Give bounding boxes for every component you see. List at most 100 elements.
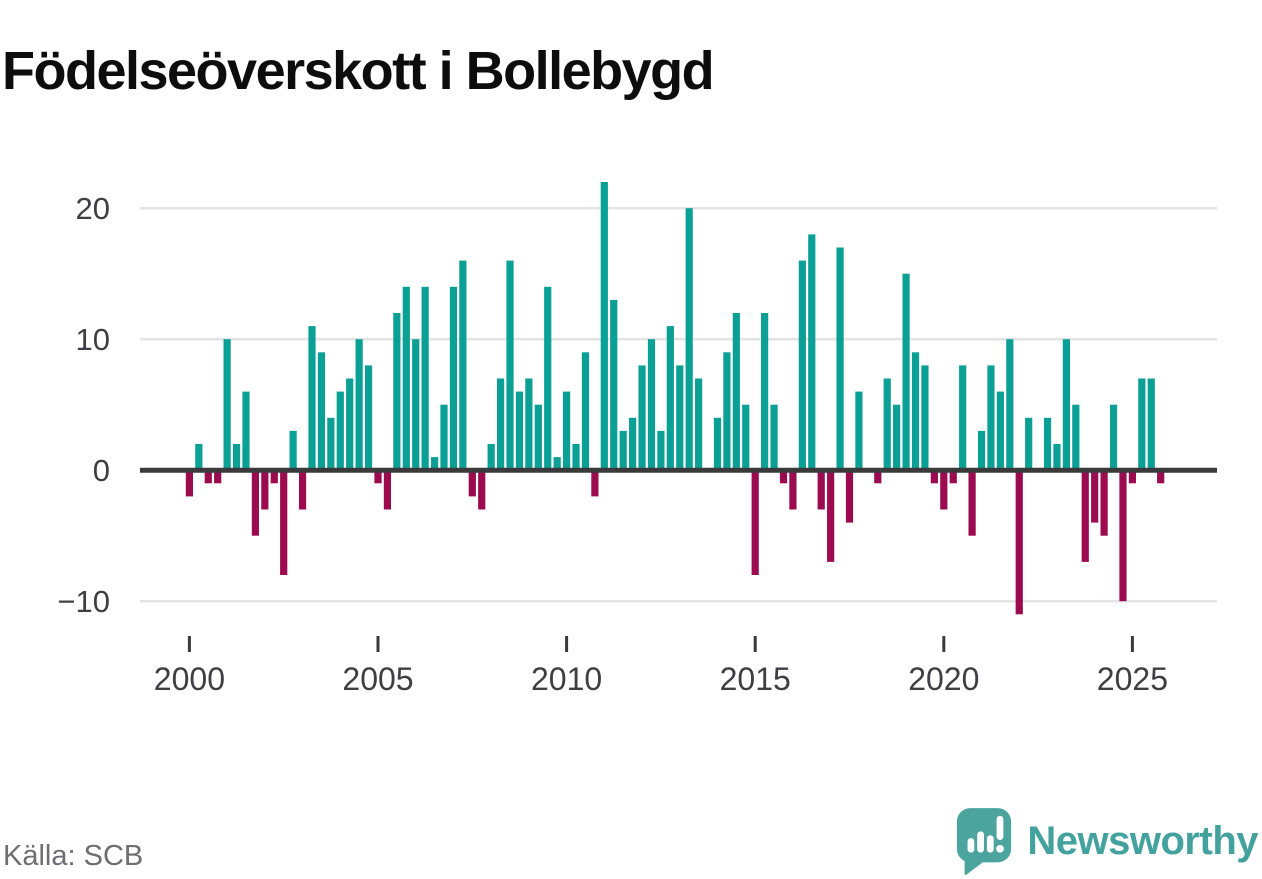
bar xyxy=(289,430,297,471)
bar xyxy=(600,182,608,471)
bar xyxy=(430,457,439,471)
bar xyxy=(232,444,241,471)
bar xyxy=(1081,470,1089,562)
bar xyxy=(761,313,769,471)
bar xyxy=(242,391,250,471)
bar xyxy=(1157,470,1165,484)
bar xyxy=(685,208,693,471)
bar xyxy=(449,286,458,471)
x-tick-label: 2015 xyxy=(720,661,791,697)
y-tick-label: 10 xyxy=(76,322,110,357)
x-tick-label: 2025 xyxy=(1097,661,1168,697)
bar xyxy=(487,444,495,471)
bar xyxy=(1025,417,1033,471)
bar xyxy=(440,404,448,471)
bar xyxy=(1119,470,1127,602)
bar xyxy=(1109,404,1118,471)
bar xyxy=(572,444,580,471)
bar xyxy=(713,417,722,471)
bar xyxy=(770,404,778,471)
bar xyxy=(327,417,335,471)
bar xyxy=(336,391,344,471)
bar xyxy=(412,339,420,471)
y-tick-label: 20 xyxy=(76,191,110,226)
bar xyxy=(591,470,599,497)
bar xyxy=(223,339,231,471)
bar xyxy=(185,470,193,497)
bar xyxy=(949,470,957,484)
bar xyxy=(195,444,203,471)
bar xyxy=(298,470,307,510)
y-tick-label: 0 xyxy=(93,453,110,488)
bar xyxy=(789,470,797,510)
bar xyxy=(827,470,835,562)
bar xyxy=(581,352,590,471)
bar xyxy=(280,470,288,575)
bar xyxy=(515,391,524,471)
bar xyxy=(204,470,212,484)
bar xyxy=(629,417,637,471)
bar xyxy=(930,470,938,484)
bar xyxy=(563,391,571,471)
bar xyxy=(968,470,976,536)
bar xyxy=(987,365,995,471)
bar xyxy=(921,365,929,471)
newsworthy-logo: Newsworthy xyxy=(953,806,1258,876)
bar xyxy=(478,470,486,510)
bar xyxy=(676,365,684,471)
bar xyxy=(1100,470,1108,536)
bar xyxy=(751,470,759,575)
bar xyxy=(402,286,410,471)
bar xyxy=(883,378,891,471)
bar xyxy=(610,299,618,471)
bar xyxy=(619,430,627,471)
y-tick-label: −10 xyxy=(57,584,110,619)
bar xyxy=(732,313,740,471)
bar xyxy=(383,470,392,510)
bar xyxy=(468,470,476,497)
bar xyxy=(855,391,863,471)
x-tick-label: 2000 xyxy=(154,661,225,697)
bar xyxy=(996,391,1004,471)
bar xyxy=(393,313,401,471)
bar xyxy=(666,326,674,471)
bar xyxy=(742,404,750,471)
bar xyxy=(695,378,703,471)
bar xyxy=(808,234,816,471)
bar xyxy=(355,339,363,471)
bar xyxy=(317,352,326,471)
bar xyxy=(496,378,505,471)
speech-bubble-bar-chart-exclamation-icon xyxy=(957,808,1012,875)
bar xyxy=(977,430,986,471)
bar xyxy=(798,260,806,471)
bar xyxy=(534,404,542,471)
bar xyxy=(214,470,222,484)
bar xyxy=(959,365,967,471)
bar xyxy=(1091,470,1099,523)
bar xyxy=(1138,378,1146,471)
chart-title: Födelseöverskott i Bollebygd xyxy=(2,41,715,102)
bar xyxy=(902,273,910,471)
bar xyxy=(1128,470,1136,484)
bar xyxy=(1015,470,1023,615)
bar xyxy=(893,404,901,471)
bar xyxy=(1006,339,1014,471)
bar xyxy=(911,352,920,471)
bar xyxy=(346,378,354,471)
bar xyxy=(364,365,373,471)
source-label: Källa: SCB xyxy=(3,840,144,872)
bar xyxy=(308,326,316,471)
bar xyxy=(723,352,731,471)
x-tick-label: 2020 xyxy=(908,661,979,697)
bar xyxy=(506,260,514,471)
bar xyxy=(779,470,788,484)
x-tick-label: 2005 xyxy=(342,661,413,697)
bar xyxy=(638,365,646,471)
newsworthy-wordmark: Newsworthy xyxy=(1027,818,1258,863)
bar xyxy=(647,339,656,471)
bar xyxy=(374,470,382,484)
bar xyxy=(1053,444,1061,471)
bar xyxy=(845,470,854,523)
